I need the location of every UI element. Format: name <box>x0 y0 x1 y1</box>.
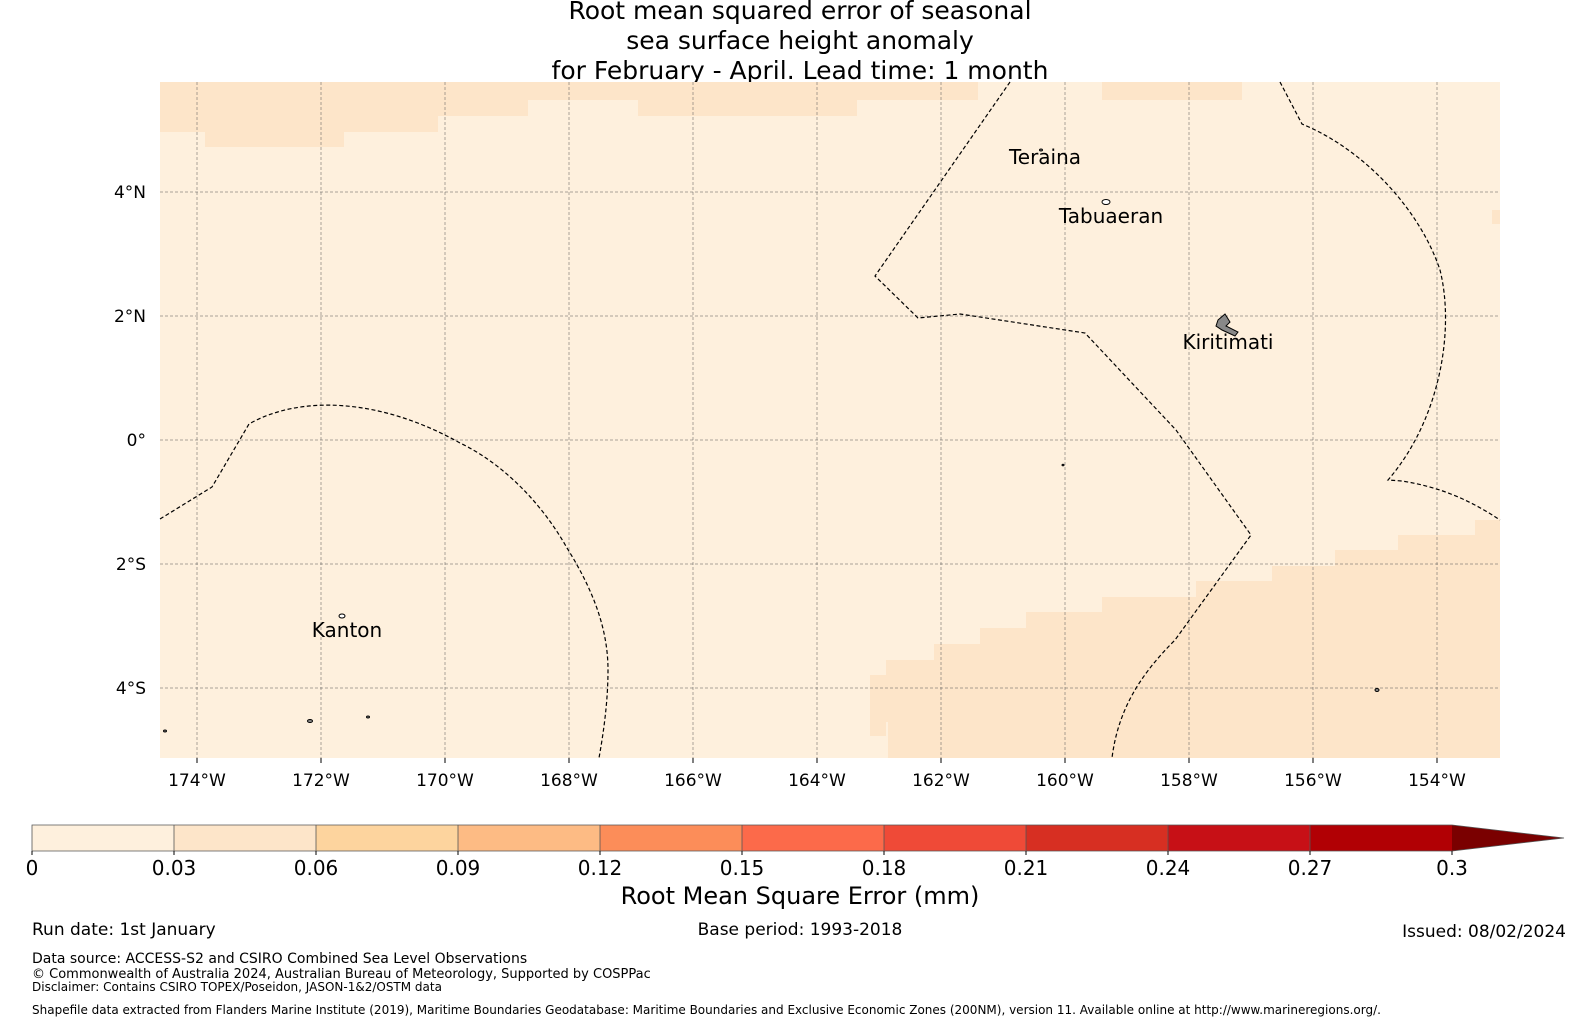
colorbar-bin-1 <box>32 825 174 851</box>
colorbar-tick-label: 0 <box>26 856 39 880</box>
title-line-3: for February - April. Lead time: 1 month <box>551 56 1049 85</box>
teraina-island <box>1039 148 1043 152</box>
colorbar-tick-label: 0.06 <box>294 856 339 880</box>
lon-label: 164°W <box>788 771 846 791</box>
copyright: © Commonwealth of Australia 2024, Austra… <box>32 967 651 982</box>
lat-label: 2°N <box>114 307 146 327</box>
small-island-4 <box>1061 463 1065 467</box>
small-island-5 <box>1374 688 1380 692</box>
colorbar-bin-7 <box>884 825 1026 851</box>
base-period: Base period: 1993-2018 <box>697 920 903 940</box>
shapefile-credit: Shapefile data extracted from Flanders M… <box>32 1003 1381 1017</box>
colorbar-dividers <box>173 825 1311 851</box>
lon-label: 172°W <box>292 771 350 791</box>
colorbar-bin-3 <box>316 825 458 851</box>
colorbar-tick-label: 0.12 <box>578 856 623 880</box>
colorbar-bin-10 <box>1310 825 1452 851</box>
disclaimer: Disclaimer: Contains CSIRO TOPEX/Poseido… <box>32 980 442 994</box>
place-label-teraina: Teraina <box>1008 145 1081 169</box>
run-date: Run date: 1st January <box>32 920 216 940</box>
lat-label: 2°S <box>116 555 146 575</box>
colorbar-extend-arrow <box>1452 825 1564 851</box>
rmse-patches <box>160 82 1500 758</box>
colorbar-ticks <box>31 851 1453 855</box>
lat-labels: 4°N 2°N 0° 2°S 4°S <box>114 183 146 699</box>
title-line-2: sea surface height anomaly <box>626 26 974 55</box>
colorbar-tick-label: 0.3 <box>1436 856 1468 880</box>
lon-label: 166°W <box>664 771 722 791</box>
rmse-patch-east <box>1492 210 1500 224</box>
small-island-2 <box>366 715 370 719</box>
title-line-1: Root mean squared error of seasonal <box>568 0 1032 25</box>
colorbar: 0 0.03 0.06 0.09 0.12 0.15 0.18 0.21 0.2… <box>26 824 1565 880</box>
colorbar-bin-9 <box>1168 825 1310 851</box>
lat-label: 4°S <box>116 679 146 699</box>
colorbar-bin-8 <box>1026 825 1168 851</box>
colorbar-bin-6 <box>742 825 884 851</box>
eez-boundary-kanton <box>159 404 609 759</box>
eez-boundary-kiritimati <box>1279 81 1501 521</box>
colorbar-tick-label: 0.21 <box>1004 856 1049 880</box>
lat-label: 0° <box>127 431 146 451</box>
issued-date: Issued: 08/02/2024 <box>1402 922 1566 942</box>
colorbar-tick-label: 0.03 <box>152 856 197 880</box>
kiritimati-island <box>1215 313 1239 337</box>
colorbar-tick-label: 0.18 <box>862 856 907 880</box>
lon-label: 162°W <box>912 771 970 791</box>
tabuaeran-island <box>1101 199 1111 205</box>
small-island-1 <box>307 719 313 723</box>
lon-label: 154°W <box>1408 771 1466 791</box>
data-source: Data source: ACCESS-S2 and CSIRO Combine… <box>32 951 528 967</box>
colorbar-tick-label: 0.24 <box>1146 856 1191 880</box>
eez-boundaries <box>159 81 1501 759</box>
colorbar-tick-label: 0.27 <box>1288 856 1333 880</box>
rmse-patch-north-east <box>1102 82 1242 100</box>
colorbar-tick-label: 0.09 <box>436 856 481 880</box>
lon-label: 174°W <box>168 771 226 791</box>
lon-labels: 174°W 172°W 170°W 168°W 166°W 164°W 162°… <box>168 771 1466 791</box>
colorbar-title: Root Mean Square Error (mm) <box>620 882 980 910</box>
rmse-patch-south-east <box>870 520 1500 758</box>
place-label-kiritimati: Kiritimati <box>1183 330 1274 354</box>
axis-ticks <box>196 758 1438 763</box>
kanton-island <box>338 613 346 619</box>
colorbar-bin-2 <box>174 825 316 851</box>
colorbar-bin-5 <box>600 825 742 851</box>
lon-label: 156°W <box>1284 771 1342 791</box>
lon-label: 168°W <box>540 771 598 791</box>
rmse-patch-edge <box>870 722 886 736</box>
colorbar-tick-label: 0.15 <box>720 856 765 880</box>
place-label-tabuaeran: Tabuaeran <box>1058 204 1163 228</box>
eez-boundary-line-islands <box>874 81 1252 759</box>
colorbar-outline <box>31 824 1565 852</box>
rmse-patch-north <box>160 82 978 147</box>
small-island-3 <box>163 729 167 733</box>
place-label-kanton: Kanton <box>312 618 382 642</box>
lat-label: 4°N <box>114 183 146 203</box>
gridlines <box>160 82 1500 758</box>
colorbar-bin-4 <box>458 825 600 851</box>
islands <box>163 148 1380 733</box>
map-title: Root mean squared error of seasonal sea … <box>0 0 1590 86</box>
lon-label: 160°W <box>1036 771 1094 791</box>
lon-label: 158°W <box>1160 771 1218 791</box>
lon-label: 170°W <box>416 771 474 791</box>
